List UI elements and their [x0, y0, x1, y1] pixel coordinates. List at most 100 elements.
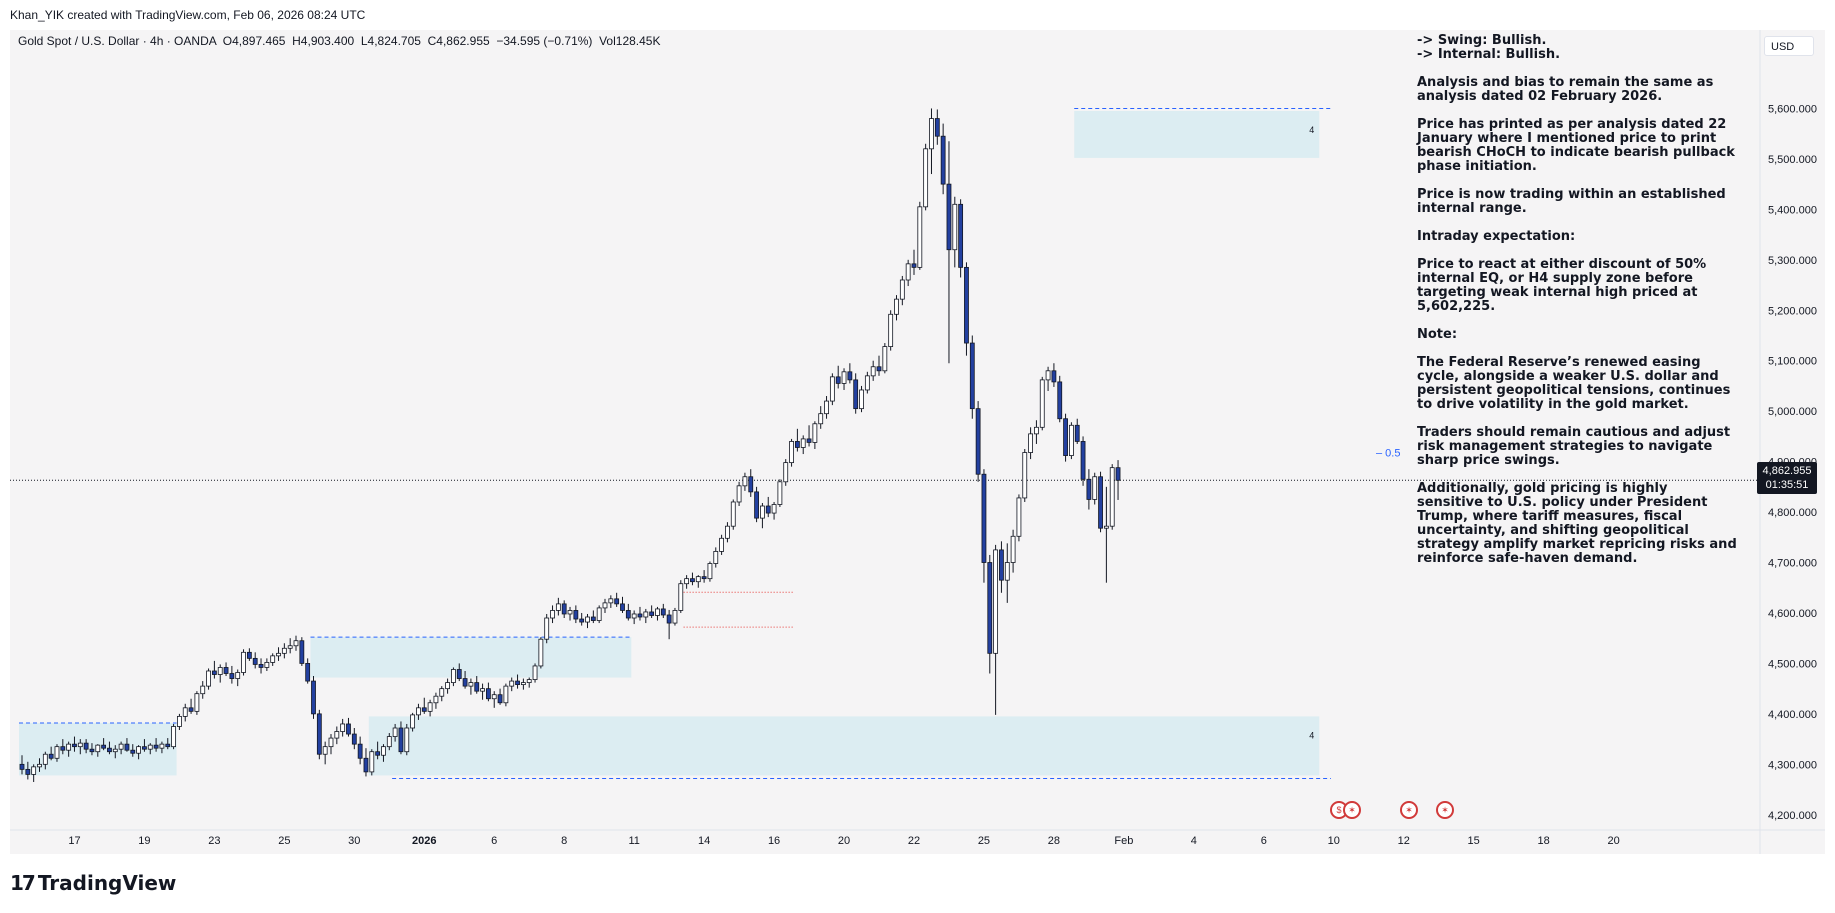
candle-body: [48, 753, 54, 759]
chart-area[interactable]: 4 4 – 0.5 4,200.000 4,300.000 4,400.000 4,500.…: [10, 30, 1825, 854]
x-tick-label: 10: [1328, 835, 1340, 847]
candle-body: [608, 598, 614, 604]
candle-body: [392, 727, 398, 737]
note-paragraph-8: Traders should remain cautious and adjus…: [1417, 425, 1731, 468]
candle-body: [83, 742, 89, 750]
symbol-name[interactable]: Gold Spot / U.S. Dollar · 4h · OANDA: [18, 34, 217, 48]
candle-body: [112, 748, 118, 753]
candle-body: [19, 763, 25, 770]
x-tick-label: 28: [1048, 835, 1060, 847]
candle-body: [188, 707, 194, 712]
us-flag-event-icon[interactable]: ✶: [1343, 801, 1361, 819]
candle-body: [829, 376, 835, 402]
candle-body: [748, 476, 754, 493]
demand-zone-main: [368, 716, 1320, 776]
candle-body: [555, 603, 561, 611]
candle-body: [526, 679, 532, 683]
candle-body: [777, 481, 783, 505]
note-paragraph-4: Intraday expectation:: [1417, 229, 1576, 244]
y-tick-label: 4,700.000: [1768, 558, 1817, 570]
candle-body: [783, 462, 789, 483]
candle-body: [684, 578, 690, 585]
x-tick-label: 8: [561, 835, 567, 847]
candle-body: [561, 603, 567, 615]
candle-body: [812, 423, 818, 443]
x-tick-label: 25: [978, 835, 990, 847]
candle-body: [474, 682, 480, 692]
last-price-badge: 4,862.955 01:35:51: [1757, 462, 1817, 494]
candlestick-chart[interactable]: 4 4 – 0.5 4,200.000 4,300.000 4,400.000 4,500.…: [10, 30, 1825, 854]
y-tick-label: 5,100.000: [1768, 356, 1817, 368]
candle-body: [235, 672, 241, 679]
tradingview-logo[interactable]: 17 TradingView: [10, 870, 176, 896]
candle-body: [853, 379, 859, 410]
x-tick-label: 20: [838, 835, 850, 847]
candle-body: [264, 662, 270, 668]
candle-body: [159, 743, 165, 749]
candle-body: [416, 707, 421, 716]
note-internal: -> Internal: Bullish.: [1417, 47, 1561, 62]
candle-body: [270, 655, 276, 663]
candle-body: [328, 737, 334, 748]
candle-body: [77, 742, 83, 748]
candle-body: [824, 400, 829, 415]
x-tick-label: 23: [208, 835, 220, 847]
candle-body: [649, 611, 655, 616]
candle-body: [1016, 497, 1022, 537]
y-tick-label: 4,300.000: [1768, 759, 1817, 771]
y-tick-label: 5,600.000: [1768, 103, 1817, 115]
y-tick-label: 5,200.000: [1768, 305, 1817, 317]
candle-body: [888, 313, 894, 347]
candle-body: [276, 652, 281, 657]
x-tick-label: 4: [1191, 835, 1197, 847]
x-tick-label: 18: [1538, 835, 1550, 847]
candle-body: [485, 688, 491, 700]
candle-body: [602, 602, 608, 609]
candle-body: [847, 371, 853, 381]
us-flag-event-icon[interactable]: ✶: [1436, 801, 1454, 819]
candle-body: [882, 346, 888, 372]
candle-body: [765, 505, 771, 514]
legend-volume: Vol128.45K: [599, 34, 661, 48]
candle-body: [305, 663, 311, 682]
candle-body: [585, 616, 590, 623]
candle-body: [182, 707, 188, 717]
note-paragraph-7: The Federal Reserve’s renewed easing cyc…: [1417, 355, 1731, 412]
y-tick-label: 4,200.000: [1768, 810, 1817, 822]
candle-body: [1051, 370, 1057, 383]
candle-body: [42, 753, 48, 765]
candle-body: [1086, 478, 1092, 500]
created-by-text: Khan_YIK created with TradingView.com, F…: [10, 8, 366, 22]
candle-body: [573, 610, 579, 620]
us-flag-event-icon[interactable]: ✶: [1400, 801, 1418, 819]
candle-body: [940, 135, 946, 185]
candle-body: [1022, 452, 1028, 499]
candle-body: [456, 669, 462, 679]
candle-body: [923, 148, 929, 208]
candle-body: [631, 613, 637, 619]
currency-selector[interactable]: USD: [1764, 36, 1814, 56]
candle-body: [958, 203, 964, 268]
note-swing: -> Swing: Bullish.: [1417, 33, 1547, 48]
candle-body: [864, 375, 870, 391]
candle-body: [211, 670, 217, 675]
candle-body: [223, 667, 229, 674]
candle-body: [760, 505, 765, 519]
candle-body: [725, 525, 730, 539]
x-tick-label: 14: [698, 835, 710, 847]
candle-body: [730, 501, 736, 527]
note-paragraph-9: Additionally, gold pricing is highly sen…: [1417, 481, 1737, 566]
supply-zone-h4-label: 4: [1309, 125, 1314, 135]
candle-body: [911, 263, 917, 268]
analysis-note: -> Swing: Bullish. -> Internal: Bullish.…: [1417, 34, 1737, 580]
candle-body: [25, 768, 31, 775]
candle-body: [987, 562, 993, 654]
candle-body: [579, 618, 585, 623]
candle-body: [637, 613, 643, 618]
candle-body: [381, 746, 386, 756]
candle-body: [969, 342, 975, 410]
candle-body: [952, 203, 958, 251]
candle-body: [894, 298, 899, 315]
candle-body: [520, 682, 526, 686]
candle-body: [800, 438, 806, 448]
